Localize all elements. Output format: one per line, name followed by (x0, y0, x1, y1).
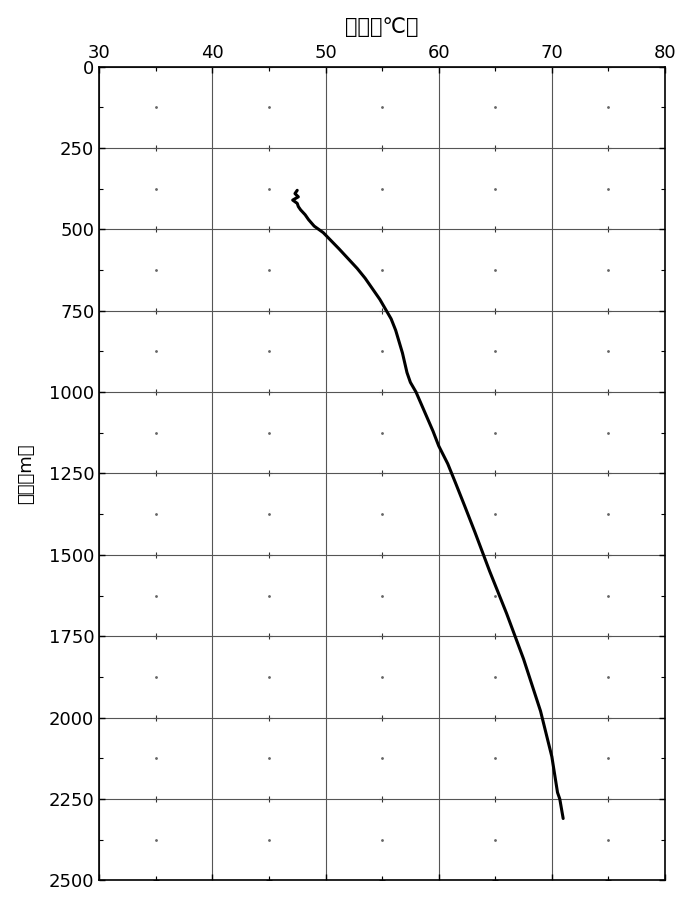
X-axis label: 温度（℃）: 温度（℃） (345, 16, 419, 36)
Y-axis label: 垂深（m）: 垂深（m） (17, 443, 35, 504)
